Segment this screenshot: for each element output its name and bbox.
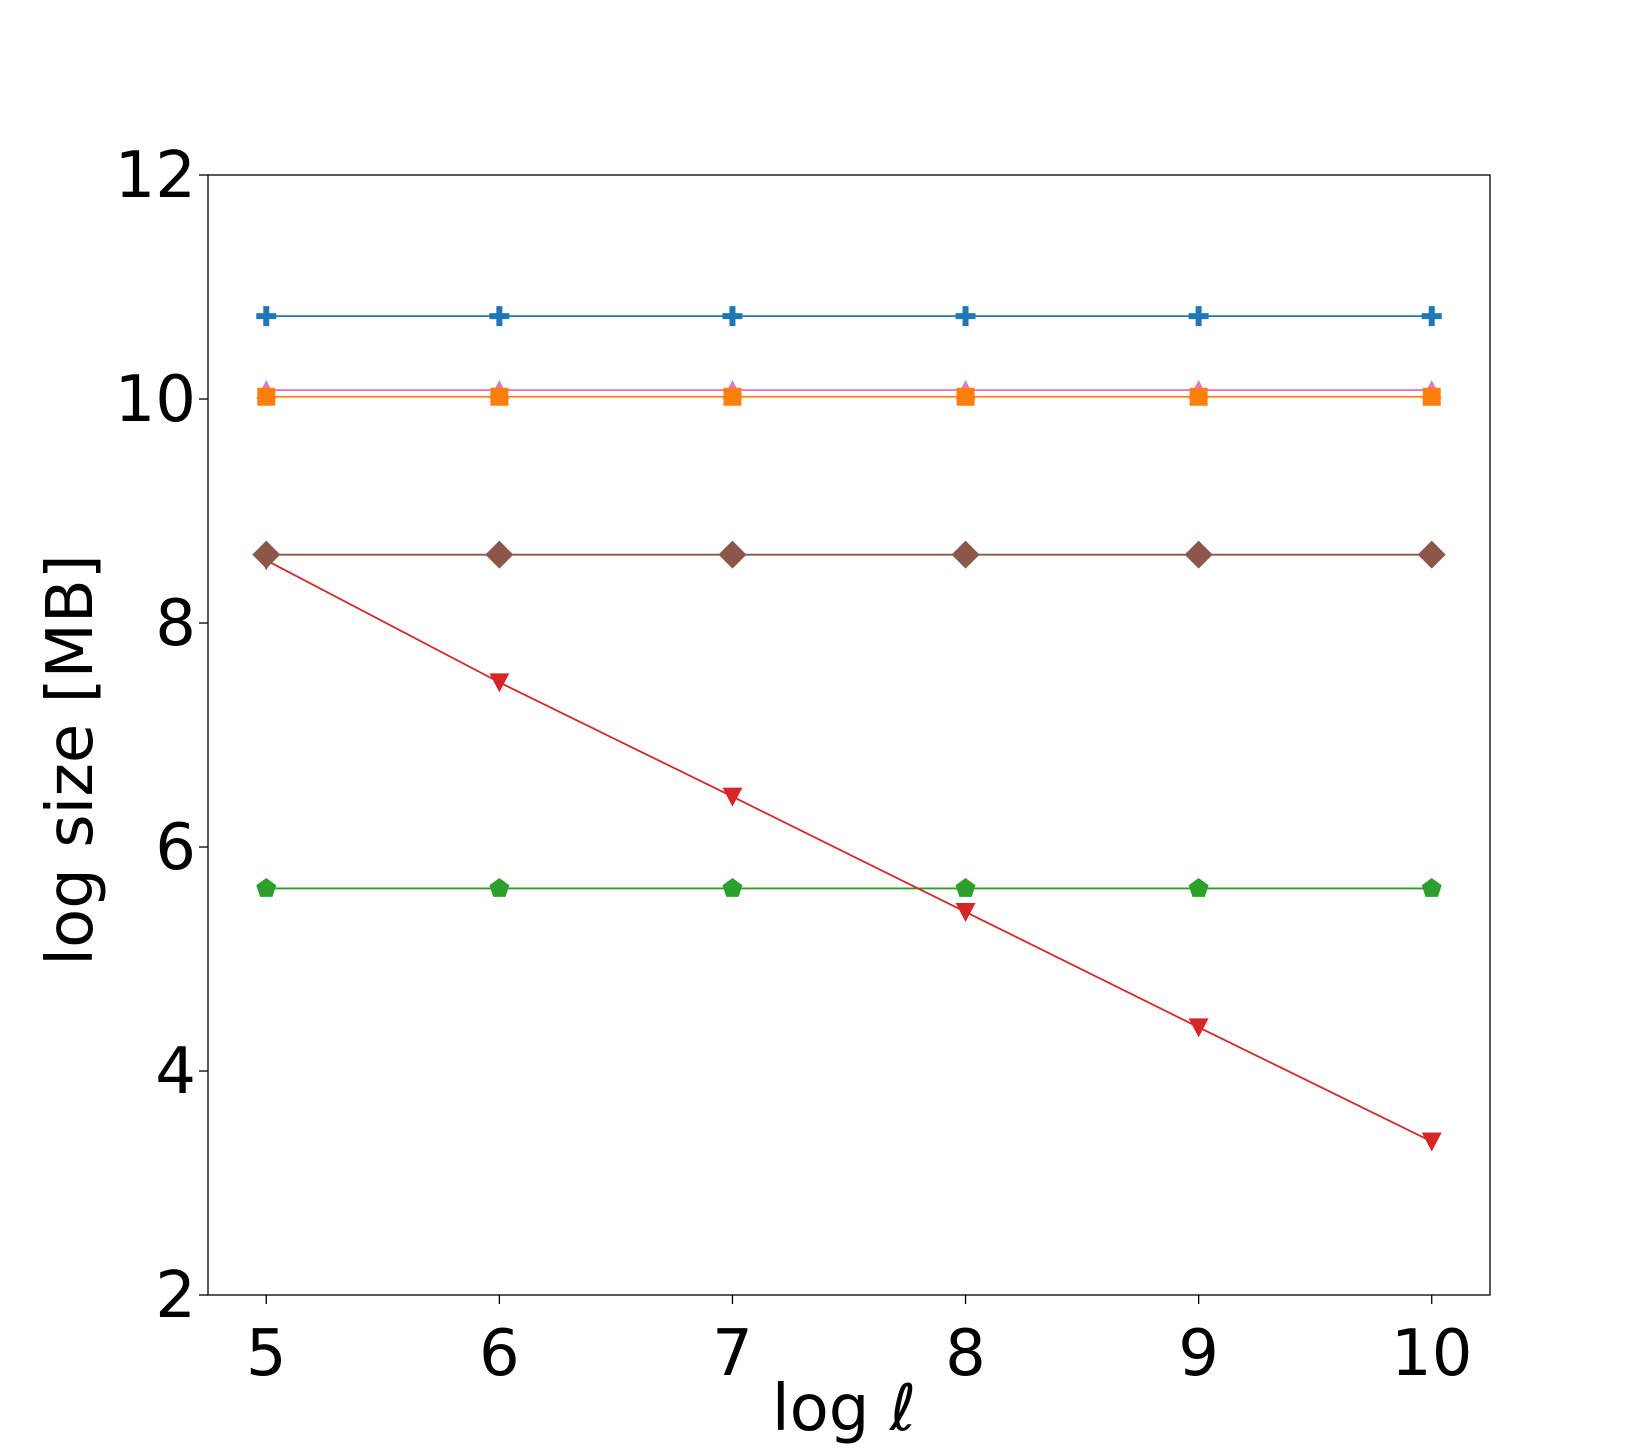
y-tick-label: 10: [115, 363, 196, 437]
x-tick-label: 7: [712, 1317, 753, 1391]
data-point: [723, 387, 742, 406]
x-axis-label: log ℓ: [772, 1372, 916, 1446]
series-3: [256, 551, 1442, 1152]
data-point: [1417, 540, 1446, 569]
plot-frame: [207, 174, 1491, 1296]
y-axis-label: log size [MB]: [34, 554, 108, 965]
series-4: [252, 540, 1446, 569]
data-point: [1421, 306, 1442, 327]
data-point: [955, 902, 976, 922]
data-point: [1421, 877, 1442, 897]
data-point: [1188, 877, 1209, 897]
x-tick-label: 8: [945, 1317, 986, 1391]
series-line: [265, 559, 1433, 1143]
data-point: [1188, 1018, 1209, 1038]
data-point: [1188, 306, 1209, 327]
data-point: [489, 306, 510, 327]
data-point: [490, 387, 509, 406]
data-point: [256, 306, 277, 327]
y-tick-label: 4: [155, 1035, 196, 1109]
series-2: [256, 877, 1442, 897]
data-point: [951, 540, 980, 569]
x-tick-label: 6: [479, 1317, 520, 1391]
data-point: [489, 877, 510, 897]
data-point: [955, 877, 976, 897]
data-point: [722, 877, 743, 897]
data-point: [722, 306, 743, 327]
data-point: [718, 540, 747, 569]
series-1: [257, 387, 1441, 406]
data-point: [257, 387, 276, 406]
series-layer: [252, 306, 1446, 1152]
x-tick-label: 10: [1391, 1317, 1472, 1391]
data-point: [1422, 387, 1441, 406]
data-point: [956, 387, 975, 406]
series-0: [256, 306, 1442, 327]
data-point: [955, 306, 976, 327]
data-point: [1189, 387, 1208, 406]
y-tick-label: 8: [155, 587, 196, 661]
data-point: [1421, 1132, 1442, 1152]
data-point: [252, 540, 281, 569]
y-tick-label: 12: [115, 139, 196, 213]
data-point: [256, 877, 277, 897]
y-tick-label: 6: [155, 811, 196, 885]
data-point: [489, 673, 510, 693]
data-point: [485, 540, 514, 569]
data-point: [1184, 540, 1213, 569]
ticks-layer: 5 6 7 8 9 10 2 4 6 8 10 12: [115, 139, 1473, 1391]
y-tick-label: 2: [155, 1259, 196, 1333]
x-tick-label: 5: [246, 1317, 287, 1391]
x-tick-label: 9: [1178, 1317, 1219, 1391]
data-point: [722, 787, 743, 807]
